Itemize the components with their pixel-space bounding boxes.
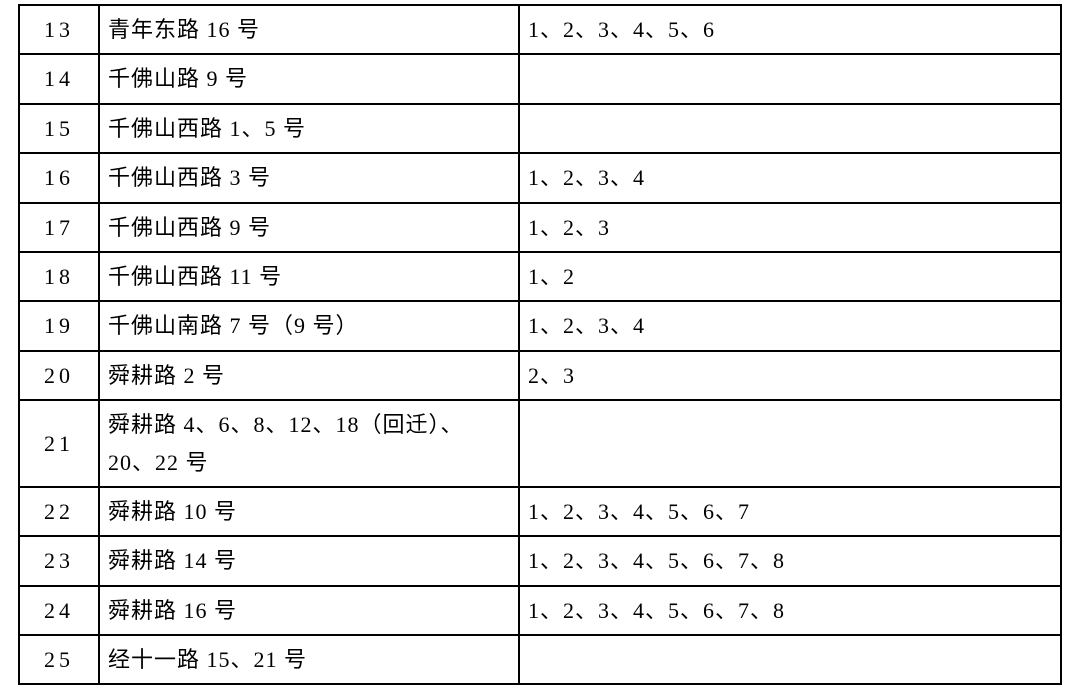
row-units: 1、2、3、4 <box>519 153 1061 202</box>
row-number: 16 <box>19 153 99 202</box>
row-number: 23 <box>19 536 99 585</box>
row-number: 20 <box>19 351 99 400</box>
row-units: 1、2、3、4、5、6、7、8 <box>519 536 1061 585</box>
row-units <box>519 635 1061 684</box>
row-address: 舜耕路 4、6、8、12、18（回迁）、20、22 号 <box>99 400 519 487</box>
row-number: 15 <box>19 104 99 153</box>
row-units: 1、2、3、4、5、6 <box>519 5 1061 54</box>
table-row: 23舜耕路 14 号1、2、3、4、5、6、7、8 <box>19 536 1061 585</box>
row-units <box>519 400 1061 487</box>
row-number: 18 <box>19 252 99 301</box>
table-row: 13青年东路 16 号1、2、3、4、5、6 <box>19 5 1061 54</box>
row-address: 千佛山西路 1、5 号 <box>99 104 519 153</box>
row-address: 青年东路 16 号 <box>99 5 519 54</box>
row-number: 13 <box>19 5 99 54</box>
row-address: 经十一路 15、21 号 <box>99 635 519 684</box>
row-number: 17 <box>19 203 99 252</box>
table-row: 17千佛山西路 9 号1、2、3 <box>19 203 1061 252</box>
table-row: 18千佛山西路 11 号1、2 <box>19 252 1061 301</box>
row-address: 千佛山西路 9 号 <box>99 203 519 252</box>
row-units <box>519 54 1061 103</box>
row-number: 22 <box>19 487 99 536</box>
table-row: 16千佛山西路 3 号1、2、3、4 <box>19 153 1061 202</box>
row-units: 1、2 <box>519 252 1061 301</box>
table-row: 24舜耕路 16 号1、2、3、4、5、6、7、8 <box>19 586 1061 635</box>
address-table-body: 13青年东路 16 号1、2、3、4、5、614千佛山路 9 号15千佛山西路 … <box>19 5 1061 684</box>
row-units: 1、2、3、4 <box>519 301 1061 350</box>
row-units: 1、2、3、4、5、6、7、8 <box>519 586 1061 635</box>
table-row: 14千佛山路 9 号 <box>19 54 1061 103</box>
row-number: 14 <box>19 54 99 103</box>
row-address: 千佛山南路 7 号（9 号） <box>99 301 519 350</box>
row-address: 千佛山西路 11 号 <box>99 252 519 301</box>
table-row: 20舜耕路 2 号2、3 <box>19 351 1061 400</box>
table-row: 22舜耕路 10 号1、2、3、4、5、6、7 <box>19 487 1061 536</box>
row-address: 千佛山西路 3 号 <box>99 153 519 202</box>
address-table: 13青年东路 16 号1、2、3、4、5、614千佛山路 9 号15千佛山西路 … <box>18 4 1062 685</box>
table-row: 19千佛山南路 7 号（9 号）1、2、3、4 <box>19 301 1061 350</box>
table-row: 21舜耕路 4、6、8、12、18（回迁）、20、22 号 <box>19 400 1061 487</box>
row-units: 1、2、3 <box>519 203 1061 252</box>
row-number: 25 <box>19 635 99 684</box>
row-units: 2、3 <box>519 351 1061 400</box>
row-units: 1、2、3、4、5、6、7 <box>519 487 1061 536</box>
row-units <box>519 104 1061 153</box>
row-address: 舜耕路 16 号 <box>99 586 519 635</box>
row-address: 舜耕路 14 号 <box>99 536 519 585</box>
row-number: 19 <box>19 301 99 350</box>
table-row: 25经十一路 15、21 号 <box>19 635 1061 684</box>
table-row: 15千佛山西路 1、5 号 <box>19 104 1061 153</box>
row-address: 千佛山路 9 号 <box>99 54 519 103</box>
row-number: 21 <box>19 400 99 487</box>
row-address: 舜耕路 10 号 <box>99 487 519 536</box>
row-number: 24 <box>19 586 99 635</box>
row-address: 舜耕路 2 号 <box>99 351 519 400</box>
